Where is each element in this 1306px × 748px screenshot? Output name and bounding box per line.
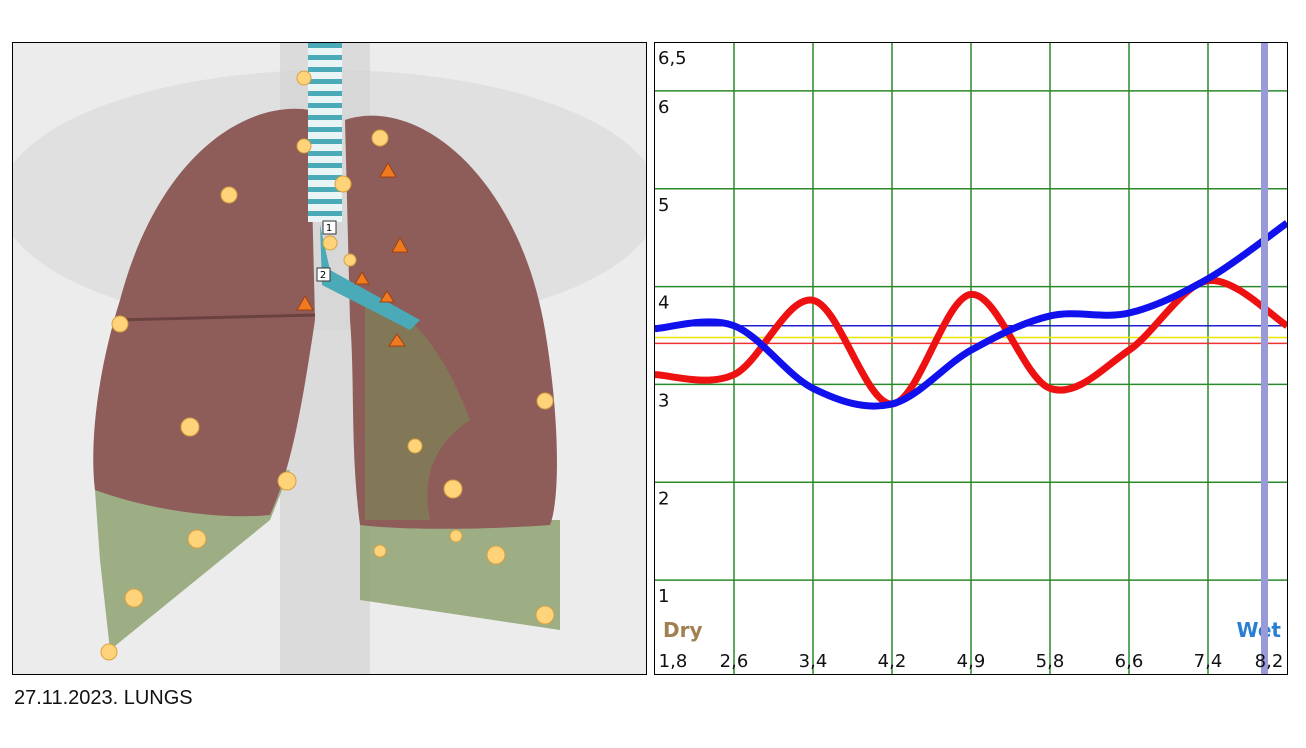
- y-tick-label: 6,5: [658, 48, 687, 69]
- y-tick-label: 5: [658, 195, 669, 216]
- y-tick-label: 2: [658, 488, 669, 509]
- x-tick-label: 2,6: [720, 651, 749, 672]
- y-tick-label: 1: [658, 586, 669, 607]
- chart-frame: [654, 42, 1288, 675]
- x-tick-label: 4,2: [878, 651, 907, 672]
- y-tick-label: 3: [658, 390, 669, 411]
- marker-label: 2: [320, 270, 326, 281]
- chart-area: [655, 42, 1288, 675]
- x-tick-label: 4,9: [957, 651, 986, 672]
- annotation: Wet: [1237, 618, 1282, 642]
- x-tick-label: 6,6: [1115, 651, 1144, 672]
- annotation: Dry: [663, 618, 703, 642]
- x-tick-label: 5,8: [1036, 651, 1065, 672]
- x-tick-label: 3,4: [799, 651, 828, 672]
- marker-label: 1: [326, 223, 332, 234]
- lung-illustration: 1 2: [12, 42, 647, 675]
- data-line: [655, 277, 1288, 408]
- x-tick-label: 1,8: [659, 651, 688, 672]
- caption: 27.11.2023. LUNGS: [14, 687, 193, 709]
- data-line: [655, 220, 1288, 410]
- position-marker: [1261, 42, 1268, 675]
- y-tick-label: 4: [658, 293, 669, 314]
- y-tick-label: 6: [658, 97, 669, 118]
- x-tick-label: 7,4: [1194, 651, 1223, 672]
- image-frame: [12, 42, 647, 675]
- x-tick-label: 8,2: [1255, 651, 1284, 672]
